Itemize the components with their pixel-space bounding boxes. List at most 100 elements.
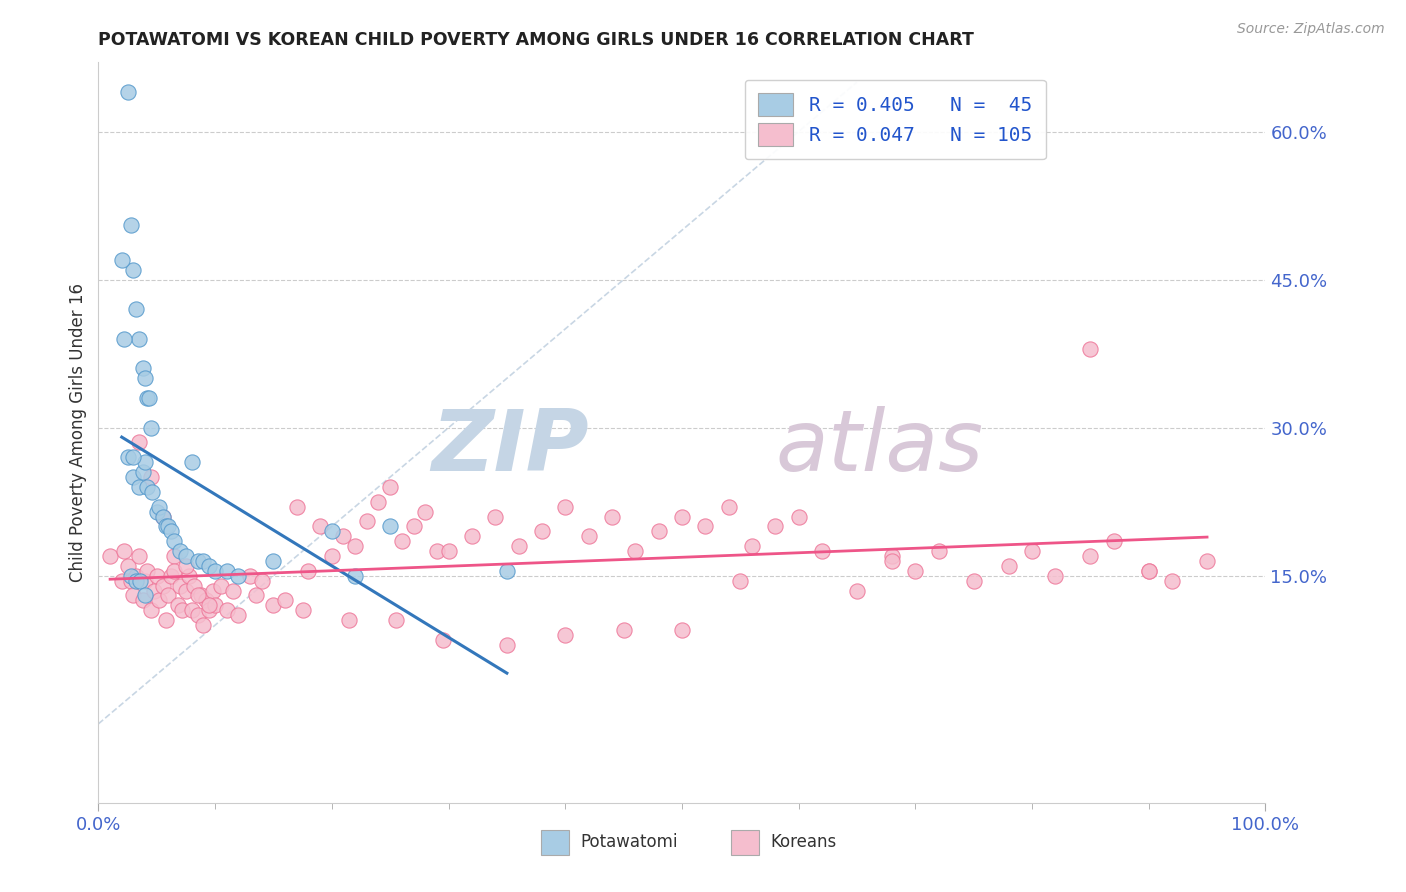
Point	[730, 574, 752, 588]
Point	[1102, 534, 1125, 549]
Point	[112, 332, 135, 346]
Point	[141, 484, 163, 499]
Point	[245, 589, 267, 603]
Point	[155, 519, 177, 533]
Point	[112, 544, 135, 558]
Point	[250, 574, 273, 588]
Point	[132, 465, 155, 479]
Point	[671, 509, 693, 524]
Point	[432, 632, 454, 647]
Point	[332, 529, 354, 543]
Point	[187, 589, 209, 603]
Point	[190, 589, 212, 603]
Point	[239, 568, 262, 582]
Point	[508, 539, 530, 553]
Point	[228, 608, 250, 623]
Point	[274, 593, 297, 607]
Point	[1195, 554, 1218, 568]
Point	[695, 519, 717, 533]
Point	[228, 568, 250, 582]
Point	[157, 519, 180, 533]
Point	[904, 564, 927, 578]
Point	[209, 579, 232, 593]
Point	[174, 583, 197, 598]
Point	[717, 500, 740, 514]
Point	[530, 524, 553, 539]
Text: Koreans: Koreans	[770, 833, 837, 851]
Point	[321, 524, 343, 539]
Point	[741, 539, 763, 553]
Point	[461, 529, 484, 543]
Point	[962, 574, 984, 588]
Point	[132, 593, 155, 607]
Text: atlas: atlas	[775, 406, 983, 489]
Point	[152, 579, 174, 593]
Point	[997, 558, 1019, 573]
Point	[134, 371, 156, 385]
Point	[148, 593, 170, 607]
Point	[166, 599, 188, 613]
Point	[98, 549, 121, 563]
Point	[198, 599, 221, 613]
Point	[122, 589, 145, 603]
Point	[671, 623, 693, 637]
Point	[128, 332, 150, 346]
Point	[309, 519, 332, 533]
Point	[111, 574, 134, 588]
Point	[437, 544, 460, 558]
Point	[344, 539, 367, 553]
Point	[291, 603, 314, 617]
Point	[179, 568, 201, 582]
Point	[187, 608, 209, 623]
Point	[169, 544, 191, 558]
Point	[159, 568, 181, 582]
Point	[120, 219, 142, 233]
Point	[356, 515, 378, 529]
Text: ZIP: ZIP	[430, 406, 589, 489]
Text: POTAWATOMI VS KOREAN CHILD POVERTY AMONG GIRLS UNDER 16 CORRELATION CHART: POTAWATOMI VS KOREAN CHILD POVERTY AMONG…	[98, 31, 974, 49]
Point	[321, 549, 343, 563]
Point	[344, 568, 367, 582]
Point	[846, 583, 869, 598]
Point	[187, 554, 209, 568]
Point	[148, 500, 170, 514]
Point	[120, 574, 142, 588]
Point	[139, 420, 162, 434]
Point	[554, 628, 576, 642]
Point	[297, 564, 319, 578]
Legend: R = 0.405   N =  45, R = 0.047   N = 105: R = 0.405 N = 45, R = 0.047 N = 105	[745, 79, 1046, 160]
Point	[122, 470, 145, 484]
Point	[146, 568, 169, 582]
Point	[426, 544, 449, 558]
Point	[146, 505, 169, 519]
Point	[193, 618, 215, 632]
Point	[125, 568, 148, 582]
Point	[221, 583, 243, 598]
Point	[484, 509, 506, 524]
Point	[117, 558, 139, 573]
Point	[159, 524, 181, 539]
Point	[120, 568, 142, 582]
Point	[198, 603, 221, 617]
Point	[138, 391, 160, 405]
Point	[139, 603, 162, 617]
Point	[125, 574, 148, 588]
Point	[183, 579, 205, 593]
Point	[193, 554, 215, 568]
Point	[204, 599, 226, 613]
Point	[413, 505, 436, 519]
Point	[763, 519, 786, 533]
Point	[496, 564, 519, 578]
Point	[111, 252, 134, 267]
Point	[169, 579, 191, 593]
Point	[122, 262, 145, 277]
Point	[174, 558, 197, 573]
Point	[880, 549, 903, 563]
Point	[143, 583, 166, 598]
Point	[134, 455, 156, 469]
Point	[134, 574, 156, 588]
Point	[880, 554, 903, 568]
Point	[117, 450, 139, 465]
Point	[578, 529, 600, 543]
Point	[262, 554, 284, 568]
